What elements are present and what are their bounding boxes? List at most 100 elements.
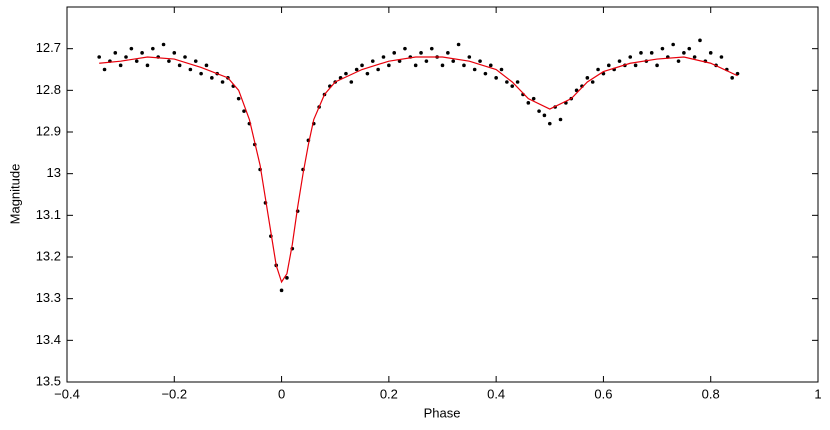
- data-point: [649, 51, 654, 55]
- data-point: [97, 55, 101, 59]
- data-point: [633, 63, 638, 68]
- data-point: [505, 80, 509, 84]
- data-point: [462, 63, 466, 68]
- data-point: [193, 59, 198, 63]
- y-tick-label: 13.1: [36, 207, 61, 222]
- data-point: [617, 59, 622, 63]
- data-point: [510, 84, 515, 88]
- data-point: [403, 46, 407, 51]
- x-tick-label: 0.2: [380, 386, 398, 401]
- data-point: [134, 59, 139, 63]
- x-tick-label: −0.4: [54, 386, 80, 401]
- data-point: [585, 76, 590, 80]
- y-tick-label: 13.4: [36, 332, 61, 347]
- data-point: [392, 51, 397, 55]
- data-point: [735, 71, 740, 76]
- data-point: [360, 63, 364, 68]
- data-point: [499, 67, 504, 72]
- data-point: [161, 42, 166, 47]
- x-tick-label: 0.8: [702, 386, 720, 401]
- data-point: [140, 51, 144, 55]
- model-curve: [99, 56, 738, 284]
- data-point: [515, 80, 520, 84]
- data-point: [692, 55, 697, 59]
- data-point: [547, 121, 552, 126]
- data-point: [429, 46, 434, 51]
- data-point: [537, 109, 541, 113]
- data-point: [365, 71, 370, 76]
- data-point: [676, 59, 681, 63]
- data-point: [236, 96, 241, 101]
- data-point: [349, 80, 354, 84]
- data-point: [596, 67, 600, 72]
- data-point: [440, 63, 445, 68]
- data-point: [183, 55, 187, 59]
- data-point: [397, 59, 402, 63]
- data-point: [698, 38, 702, 43]
- data-point: [708, 51, 713, 55]
- y-tick-label: 13.5: [36, 373, 61, 388]
- data-point: [687, 46, 692, 51]
- y-tick-label: 13.3: [36, 290, 61, 305]
- x-axis-label: Phase: [424, 405, 461, 420]
- data-point: [172, 51, 177, 55]
- x-tick-label: 1: [814, 386, 821, 401]
- data-point: [719, 55, 724, 59]
- plot-frame: [66, 6, 819, 383]
- x-tick-label: 0.4: [487, 386, 505, 401]
- data-point: [370, 59, 375, 63]
- data-point: [113, 51, 118, 55]
- data-point: [424, 59, 429, 63]
- data-point: [467, 55, 472, 59]
- data-point: [671, 42, 675, 47]
- data-point: [387, 63, 391, 68]
- data-point: [478, 59, 482, 63]
- data-point: [655, 63, 659, 68]
- data-point: [542, 113, 547, 118]
- data-point: [446, 51, 450, 55]
- data-point: [574, 88, 579, 93]
- data-point: [199, 71, 203, 76]
- data-point: [494, 76, 498, 80]
- data-point: [376, 67, 380, 72]
- x-tick-label: 0: [278, 386, 285, 401]
- data-point: [204, 63, 209, 68]
- data-point: [118, 63, 123, 68]
- data-point: [242, 109, 246, 113]
- data-point: [590, 80, 595, 84]
- data-point: [279, 288, 284, 293]
- data-point: [167, 59, 171, 63]
- data-point: [220, 80, 225, 84]
- y-tick-label: 13.2: [36, 248, 61, 263]
- y-tick-label: 12.7: [36, 40, 61, 55]
- data-point: [483, 71, 488, 76]
- data-point: [730, 76, 734, 80]
- data-point: [285, 276, 289, 280]
- y-tick-label: 12.9: [36, 123, 61, 138]
- data-point: [628, 55, 633, 59]
- y-tick-label: 12.8: [36, 82, 61, 97]
- data-point: [413, 63, 418, 68]
- x-tick-label: −0.2: [161, 386, 187, 401]
- data-point: [210, 76, 214, 80]
- y-axis-label: Magnitude: [7, 164, 22, 225]
- data-point: [488, 63, 493, 68]
- data-point: [606, 63, 611, 68]
- data-point: [381, 55, 386, 59]
- data-point: [129, 46, 134, 51]
- data-point: [124, 55, 128, 59]
- data-point: [660, 46, 665, 51]
- data-point: [558, 117, 563, 122]
- data-point: [344, 71, 348, 76]
- data-point: [188, 67, 193, 72]
- data-point: [419, 51, 423, 55]
- data-point: [145, 63, 150, 68]
- x-tick-label: 0.6: [594, 386, 612, 401]
- data-point: [451, 59, 456, 63]
- data-point: [354, 67, 359, 72]
- data-point: [456, 42, 461, 47]
- data-point: [102, 67, 107, 72]
- data-point: [177, 63, 182, 68]
